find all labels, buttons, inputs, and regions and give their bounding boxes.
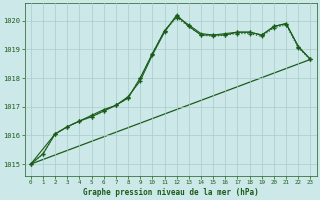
X-axis label: Graphe pression niveau de la mer (hPa): Graphe pression niveau de la mer (hPa) — [83, 188, 259, 197]
